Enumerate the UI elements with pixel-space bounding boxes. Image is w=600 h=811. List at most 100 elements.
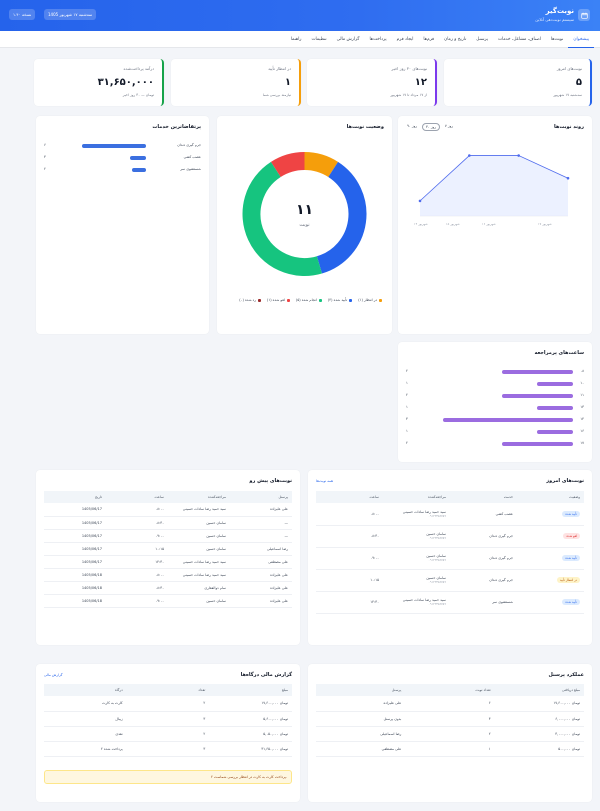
nav-item[interactable]: اصناف، مشاغل، خدمات: [498, 37, 541, 42]
stat-card-pending: در انتظار تأیید ۱ نیازمند بررسی شما: [171, 59, 301, 106]
table-row[interactable]: 1405/06/17 ۰۹:۰۰ سامان حسین —: [44, 529, 292, 543]
time-cell: ۰۸:۰۰: [316, 503, 383, 526]
app-header: نوبت‌گیر سیستم نوبت‌دهی آنلاین سه‌شنبه ۱…: [0, 0, 600, 31]
time-cell: ۱۰:۱۵: [106, 542, 168, 556]
name-cell: سامان حسین: [168, 542, 230, 556]
amount-cell: ۱۷,۶۰۰,۰۰۰ تومان: [494, 696, 584, 712]
service-name: عصب کشی: [183, 155, 201, 159]
client-cell: سامان حسین ۰۹۱۲۳۴۵۶۷۸۹: [383, 525, 450, 548]
legend-item: در انتظار (۱): [358, 298, 382, 302]
stat-card-30days: نوبت‌های ۳۰ روز اخیر ۱۲ از ۱۷ مرداد تا ۱…: [307, 59, 437, 106]
table-row[interactable]: 1405/06/17 ۱۴:۳۰ سید حمید رضا سادات حسینی ع…: [44, 555, 292, 569]
trend-point: [418, 199, 422, 203]
client-cell: سید حمید رضا سادات حسینی ۰۹۱۲۳۴۵۶۷۸۹: [383, 591, 450, 614]
nav-item[interactable]: پرسنل: [476, 37, 488, 42]
table-row[interactable]: 1405/06/17 ۰۸:۳۰ سامان حسین —: [44, 516, 292, 530]
client-cell: سامان حسین ۰۹۱۲۳۴۵۶۷۸۹: [383, 569, 450, 592]
table-row[interactable]: 1405/06/17 ۰۸:۰۰ سید حمید رضا سادات حسینی ع…: [44, 503, 292, 517]
today-table: ساعت مراجعه‌کننده خدمت وضعیت ۰۸:۰۰ سید حمید …: [316, 491, 584, 614]
table-row[interactable]: 1405/06/18 ۰۹:۰۰ سامان حسین علی علیزاده: [44, 594, 292, 608]
client-cell: سید حمید رضا سادات حسینی ۰۹۱۲۳۴۵۶۷۸۹: [383, 503, 450, 526]
legend-item: انجام شده (۵): [296, 298, 322, 302]
table-row[interactable]: ۲ پرداخت شده ۳ ۳۱,۶۵۰,۰۰۰ تومان: [44, 741, 292, 757]
service-bar: [131, 167, 146, 172]
column-header: ساعت: [106, 491, 168, 503]
range-7[interactable]: ۷ روز: [444, 124, 453, 128]
hour-count: ۲: [406, 441, 408, 445]
column-header: مراجعه‌کننده: [383, 491, 450, 503]
nav-item[interactable]: تنظیمات: [311, 37, 327, 42]
hour-bar: [501, 441, 573, 446]
staff-cell: علی علیزاده: [230, 568, 292, 582]
table-row[interactable]: ۱۰:۱۵ سامان حسین ۰۹۱۲۳۴۵۶۷۸۹ جرم گیری دندان…: [316, 569, 584, 592]
stat-sub: از ۱۷ مرداد تا ۱۷ شهریور: [390, 93, 427, 97]
name-cell: سامان حسین: [168, 516, 230, 530]
donut-slice: [304, 152, 339, 178]
legend-item: تأیید شده (۴): [328, 298, 353, 302]
today-card: نوبت‌های امروز همه نوبت‌ها ساعت مراجعه‌کن…: [308, 470, 592, 645]
client-phone: ۰۹۱۲۳۴۵۶۷۸۹: [428, 602, 446, 606]
nav-item[interactable]: راهنما: [290, 37, 302, 42]
all-appointments-link[interactable]: همه نوبت‌ها: [316, 479, 333, 483]
nav-item[interactable]: فرم‌ها: [423, 37, 435, 42]
column-header: درگاه: [44, 684, 127, 696]
service-count: ۶: [44, 143, 46, 147]
upcoming-table: تاریخ ساعت مراجعه‌کننده پرسنل 1405/06/17 ۰۸:…: [44, 491, 292, 608]
time-cell: ۰۹:۰۰: [106, 529, 168, 543]
table-row[interactable]: بدون پرسنل ۳ ۶,۰۰۰,۰۰۰ تومان: [316, 711, 584, 727]
status-cell: تأیید شده: [517, 503, 584, 526]
hour-label: ۱۶: [580, 429, 584, 433]
table-row[interactable]: ۰۸:۳۰ سامان حسین ۰۹۱۲۳۴۵۶۷۸۹ جرم گیری دندان…: [316, 525, 584, 548]
trend-point: [517, 154, 520, 157]
stat-value: ۵: [575, 77, 582, 88]
trend-card: روند نوبت‌ها ۹۰ روز ۳۰ روز ۷ روز ۱۴ شهری…: [398, 116, 592, 334]
table-row[interactable]: نقدی ۲ ۵,۰۵۰,۰۰۰ تومان: [44, 726, 292, 742]
nav-item[interactable]: پرداخت‌ها: [369, 37, 387, 42]
table-row[interactable]: ۰۹:۰۰ سامان حسین ۰۹۱۲۳۴۵۶۷۸۹ جرم گیری دندان…: [316, 547, 584, 570]
nav-item[interactable]: پیشخوان: [568, 31, 594, 48]
stat-label: درآمد پرداخت‌شده: [123, 66, 155, 71]
count-cell: ۱: [405, 741, 495, 757]
nav-item[interactable]: تاریخ و زمان: [444, 37, 467, 42]
legend-label: انجام شده (۵): [295, 298, 317, 302]
table-row[interactable]: 1405/06/18 ۰۸:۰۰ سید حمید رضا سادات حسینی ع…: [44, 568, 292, 582]
stat-sub: تومان — ۳۰ روز اخیر: [122, 93, 154, 97]
service-cell: شستشوی سر: [450, 591, 517, 614]
column-header: مبلغ دریافتی: [494, 684, 584, 696]
nav-item[interactable]: گزارش مالی: [336, 37, 360, 42]
table-row[interactable]: زیبال ۳ ۵,۶۰۰,۰۰۰ تومان: [44, 711, 292, 727]
table-row[interactable]: کارت به کارت ۲ ۱۷,۶۰۰,۰۰۰ تومان: [44, 696, 292, 712]
hour-bar: [536, 429, 573, 434]
table-row[interactable]: ۰۸:۰۰ سید حمید رضا سادات حسینی ۰۹۱۲۳۴۵۶۷۸۹…: [316, 503, 584, 526]
finance-report-link[interactable]: گزارش مالی: [44, 673, 63, 677]
count-cell: ۲: [405, 726, 495, 742]
stat-sub: نیازمند بررسی شما: [262, 93, 291, 97]
table-row[interactable]: رضا اسماعیلی ۲ ۳,۰۰۰,۰۰۰ تومان: [316, 726, 584, 742]
amount-cell: ۵,۰۵۰,۰۰۰ تومان: [209, 726, 292, 742]
nav-item[interactable]: نوبت‌ها: [550, 37, 564, 42]
nav-item[interactable]: ایجاد فرم: [396, 37, 414, 42]
count-cell: ۲: [126, 726, 210, 742]
trend-chart: [418, 154, 570, 217]
table-row[interactable]: علی علیزاده ۶ ۱۷,۶۰۰,۰۰۰ تومان: [316, 696, 584, 712]
donut-total: ۱۱: [295, 202, 314, 218]
hour-count: ۲: [406, 369, 408, 373]
client-phone: ۰۹۱۲۳۴۵۶۷۸۹: [428, 536, 446, 540]
table-row[interactable]: علی مصطفی ۱ ۵۰۰,۰۰۰ تومان: [316, 741, 584, 757]
status-donut: [242, 152, 367, 276]
time-cell: ۰۹:۰۰: [316, 547, 383, 570]
table-row[interactable]: 1405/06/17 ۱۰:۱۵ سامان حسین رضا اسماعیلی: [44, 542, 292, 556]
service-bar: [82, 143, 146, 148]
status-cell: تأیید شده: [517, 591, 584, 614]
range-30[interactable]: ۳۰ روز: [421, 123, 440, 131]
date-cell: 1405/06/18: [44, 568, 106, 582]
range-90[interactable]: ۹۰ روز: [407, 124, 417, 128]
table-row[interactable]: ۱۴:۳۰ سید حمید رضا سادات حسینی ۰۹۱۲۳۴۵۶۷۸۹…: [316, 591, 584, 614]
name-cell: سید حمید رضا سادات حسینی: [168, 568, 230, 582]
table-row[interactable]: 1405/06/18 ۰۸:۳۰ سام ذوالفقاری علی علیزاده: [44, 581, 292, 595]
hour-label: ۱۴: [580, 417, 584, 421]
staff-cell: علی مصطفی: [230, 555, 292, 569]
staff-cell: علی علیزاده: [230, 503, 292, 517]
amount-cell: ۳,۰۰۰,۰۰۰ تومان: [494, 726, 584, 742]
status-title: وضعیت نوبت‌ها: [346, 124, 384, 130]
